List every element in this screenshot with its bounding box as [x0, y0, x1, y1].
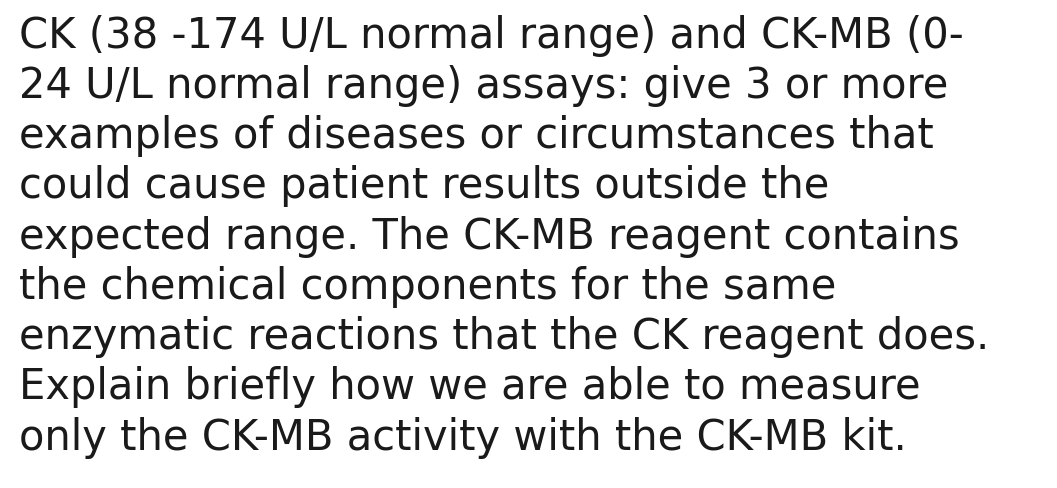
Text: CK (38 -174 U/L normal range) and CK-MB (0-
24 U/L normal range) assays: give 3 : CK (38 -174 U/L normal range) and CK-MB … [19, 15, 989, 458]
